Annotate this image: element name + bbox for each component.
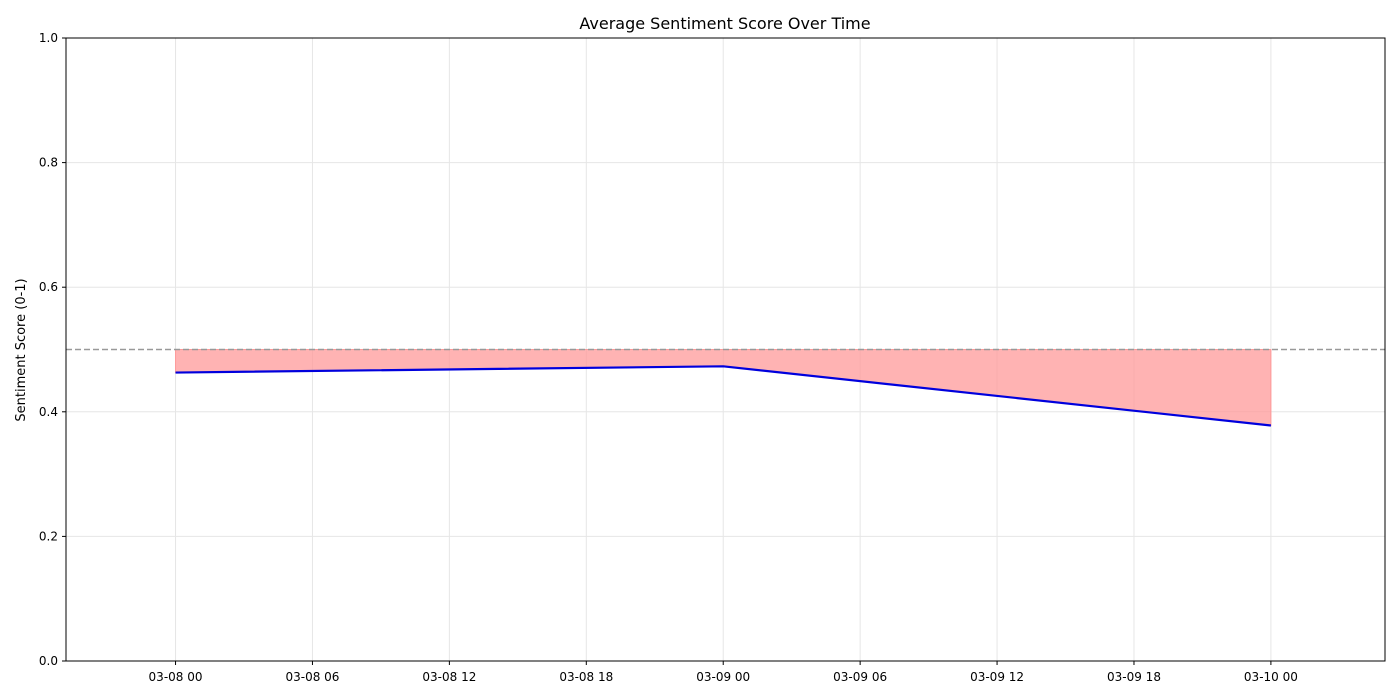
y-tick-label: 0.6 <box>39 280 58 294</box>
x-tick-label: 03-10 00 <box>1244 670 1298 684</box>
y-ticks: 0.0 0.2 0.4 0.6 0.8 1.0 <box>39 31 66 668</box>
y-axis-label: Sentiment Score (0-1) <box>14 278 29 421</box>
y-tick-label: 0.8 <box>39 156 58 170</box>
chart-title: Average Sentiment Score Over Time <box>579 14 870 33</box>
y-tick-label: 0.4 <box>39 405 58 419</box>
x-tick-label: 03-09 00 <box>696 670 750 684</box>
y-tick-label: 1.0 <box>39 31 58 45</box>
x-tick-label: 03-08 00 <box>149 670 203 684</box>
x-tick-label: 03-09 12 <box>970 670 1024 684</box>
series-group <box>175 365 1272 427</box>
x-tick-label: 03-08 06 <box>285 670 339 684</box>
axes <box>65 37 1386 662</box>
plot-frame <box>65 37 1386 662</box>
y-tick-label: 0.0 <box>39 654 58 668</box>
x-ticks: 03-08 00 03-08 06 03-08 12 03-08 18 03-09 00… <box>149 661 1298 684</box>
x-tick-label: 03-09 06 <box>833 670 887 684</box>
x-tick-label: 03-09 18 <box>1107 670 1161 684</box>
x-tick-label: 03-08 18 <box>559 670 613 684</box>
x-tick-label: 03-08 12 <box>422 670 476 684</box>
y-tick-label: 0.2 <box>39 529 58 543</box>
